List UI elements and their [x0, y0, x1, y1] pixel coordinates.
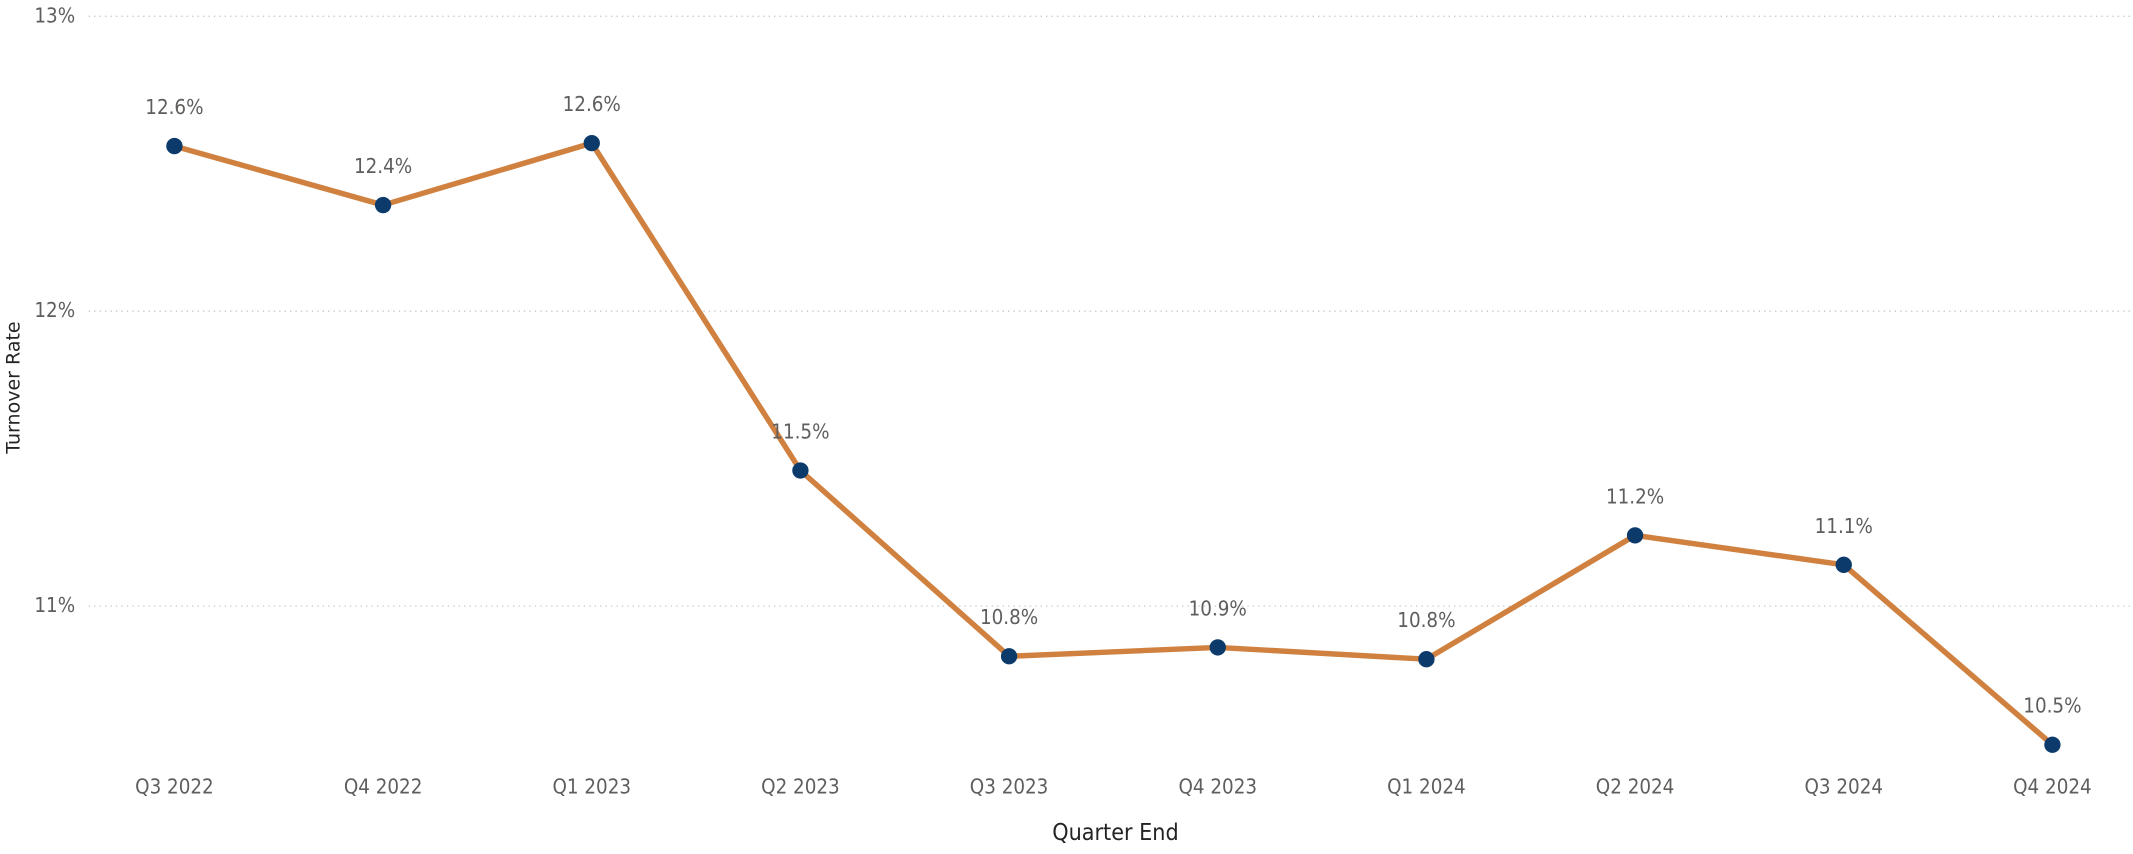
x-tick-label: Q4 2023 — [1178, 774, 1257, 798]
data-label: 11.1% — [1815, 514, 1873, 538]
data-label: 10.8% — [1397, 608, 1455, 632]
data-label: 11.5% — [771, 419, 829, 443]
x-tick-label: Q1 2023 — [552, 774, 631, 798]
data-point — [583, 134, 600, 152]
data-point — [1000, 648, 1018, 665]
y-tick-label: 13% — [34, 3, 75, 27]
x-axis-label: Quarter End — [1052, 820, 1178, 846]
y-tick-label: 11% — [34, 593, 75, 617]
x-tick-label: Q1 2024 — [1387, 774, 1466, 798]
x-tick-label: Q4 2022 — [344, 774, 423, 798]
data-label: 12.6% — [563, 92, 621, 116]
data-point — [1209, 639, 1226, 656]
y-tick-label: 12% — [34, 298, 75, 322]
x-tick-label: Q3 2024 — [1804, 774, 1883, 798]
data-point — [374, 196, 392, 214]
x-tick-label: Q2 2024 — [1596, 774, 1675, 798]
line-series — [173, 140, 2055, 747]
data-label: 11.2% — [1606, 484, 1664, 508]
data-label: 10.9% — [1189, 596, 1247, 620]
data-point — [2044, 736, 2061, 753]
data-label: 10.5% — [2023, 694, 2081, 718]
x-tick-label: Q2 2023 — [761, 774, 840, 798]
y-axis-label: Turnover Rate — [2, 321, 24, 454]
data-point — [166, 137, 183, 155]
data-label: 12.6% — [145, 95, 203, 119]
x-tick-label: Q3 2023 — [970, 774, 1049, 798]
data-label: 10.8% — [980, 605, 1038, 629]
data-point — [1626, 527, 1644, 544]
data-point — [1835, 556, 1852, 574]
data-point — [792, 462, 809, 479]
x-tick-label: Q3 2022 — [135, 774, 214, 798]
data-label: 12.4% — [354, 154, 412, 178]
x-tick-label: Q4 2024 — [2013, 774, 2092, 798]
data-point — [1418, 651, 1435, 668]
